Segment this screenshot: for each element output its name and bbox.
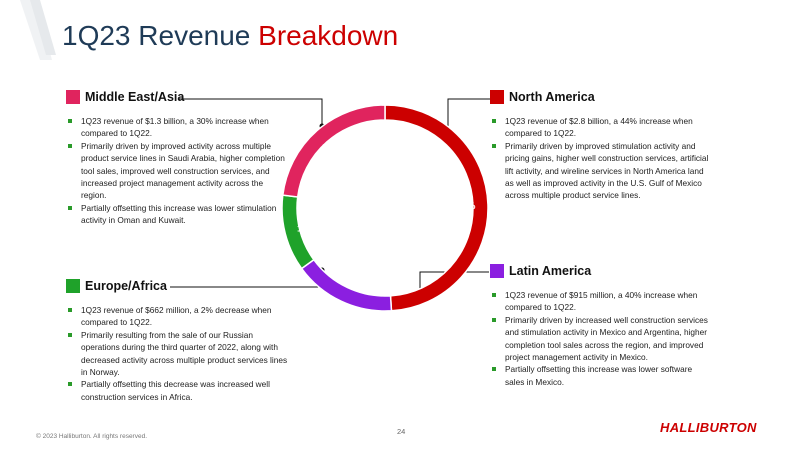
list-item: Primarily resulting from the sale of our… [66,329,291,379]
leader-line-north-america [447,98,497,130]
region-europe-africa: Europe/Africa 1Q23 revenue of $662 milli… [66,279,291,403]
list-item: Partially offsetting this increase was l… [66,202,286,227]
list-item: Partially offsetting this increase was l… [490,363,712,388]
halliburton-logo: HALLIBURTON [660,420,757,435]
region-north-america: North America 1Q23 revenue of $2.8 billi… [490,90,712,202]
middle-east-asia-swatch [66,90,80,104]
donut-label-north-america: 49% [456,201,476,212]
list-item: 1Q23 revenue of $1.3 billion, a 30% incr… [66,115,286,140]
donut-label-europe-africa: 12% [297,224,317,235]
donut-label-middle-east-asia: 23% [322,143,342,154]
leader-line-middle-east-asia [178,98,323,126]
middle-east-asia-bullets: 1Q23 revenue of $1.3 billion, a 30% incr… [66,115,286,227]
page-title: 1Q23 Revenue Breakdown [62,20,398,52]
region-latin-america: Latin America 1Q23 revenue of $915 milli… [490,264,712,388]
list-item: Partially offsetting this decrease was i… [66,378,291,403]
donut-slices [281,104,489,312]
north-america-bullets: 1Q23 revenue of $2.8 billion, a 44% incr… [490,115,712,202]
latin-america-heading: Latin America [509,264,592,278]
page-number: 24 [397,427,406,436]
europe-africa-swatch [66,279,80,293]
list-item: Primarily driven by increased well const… [490,314,712,364]
page-title-part2: Breakdown [258,20,399,51]
corner-accent [0,0,56,60]
list-item: 1Q23 revenue of $2.8 billion, a 44% incr… [490,115,712,140]
list-item: Primarily driven by improved activity ac… [66,140,286,202]
north-america-swatch [490,90,504,104]
north-america-heading: North America [509,90,595,104]
donut-labels: 49% 16% 12% 23% [297,143,476,288]
latin-america-swatch [490,264,504,278]
list-item: Primarily driven by improved stimulation… [490,140,712,202]
list-item: 1Q23 revenue of $915 million, a 40% incr… [490,289,712,314]
donut-slice-middle-east-asia [281,104,386,198]
donut-label-latin-america: 16% [341,277,361,288]
list-item: 1Q23 revenue of $662 million, a 2% decre… [66,304,291,329]
page-title-part1: 1Q23 Revenue [62,20,251,51]
europe-africa-bullets: 1Q23 revenue of $662 million, a 2% decre… [66,304,291,403]
region-middle-east-asia: Middle East/Asia 1Q23 revenue of $1.3 bi… [66,90,286,227]
latin-america-bullets: 1Q23 revenue of $915 million, a 40% incr… [490,289,712,388]
copyright-text: © 2023 Halliburton. All rights reserved. [36,433,148,440]
middle-east-asia-heading: Middle East/Asia [85,90,185,104]
europe-africa-heading: Europe/Africa [85,279,167,293]
